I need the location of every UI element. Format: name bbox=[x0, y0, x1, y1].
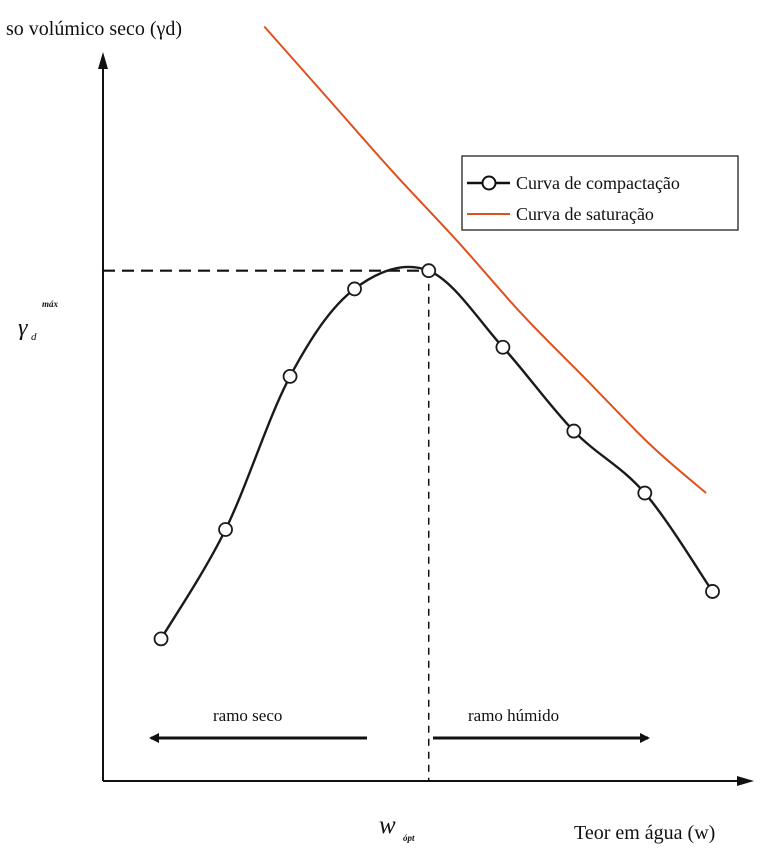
branch-annotations: ramo seco ramo húmido bbox=[149, 706, 650, 743]
dry-branch-label: ramo seco bbox=[213, 706, 282, 725]
legend-entry-compaction: Curva de compactação bbox=[516, 173, 680, 193]
compaction-point-5 bbox=[421, 263, 437, 279]
y-max-symbol: γ bbox=[18, 315, 28, 341]
compaction-point-1 bbox=[153, 631, 169, 647]
x-opt-subscript: ópt bbox=[403, 833, 415, 843]
legend-box bbox=[461, 155, 739, 231]
guide-lines bbox=[103, 269, 430, 781]
y-axis-arrow bbox=[98, 52, 108, 69]
compaction-point-3 bbox=[282, 369, 298, 384]
legend-entry-saturation: Curva de saturação bbox=[516, 204, 654, 224]
wet-branch-label: ramo húmido bbox=[468, 706, 559, 725]
x-opt-symbol: w bbox=[379, 812, 396, 839]
x-axis-label: Teor em água (w) bbox=[574, 822, 715, 844]
y-max-label: γ d máx bbox=[18, 299, 59, 343]
y-axis-label: so volúmico seco (γd) bbox=[6, 18, 182, 40]
compaction-point-4 bbox=[347, 281, 362, 297]
compaction-point-6 bbox=[495, 339, 511, 355]
axes bbox=[98, 52, 754, 786]
x-opt-label: w ópt bbox=[379, 812, 415, 843]
x-axis-arrow bbox=[737, 776, 754, 786]
saturation-line bbox=[263, 25, 707, 494]
compaction-point-8 bbox=[637, 485, 653, 501]
compaction-point-2 bbox=[218, 522, 233, 537]
compaction-curve bbox=[160, 265, 714, 640]
compaction-point-9 bbox=[705, 584, 720, 599]
compaction-line bbox=[160, 265, 714, 640]
compaction-point-7 bbox=[566, 423, 582, 439]
y-max-subscript: d bbox=[31, 331, 37, 343]
saturation-curve bbox=[263, 25, 707, 494]
legend-compaction-marker bbox=[481, 175, 497, 191]
compaction-markers bbox=[153, 263, 720, 647]
legend: Curva de compactação Curva de saturação bbox=[461, 155, 739, 231]
y-max-superscript: máx bbox=[42, 299, 59, 309]
